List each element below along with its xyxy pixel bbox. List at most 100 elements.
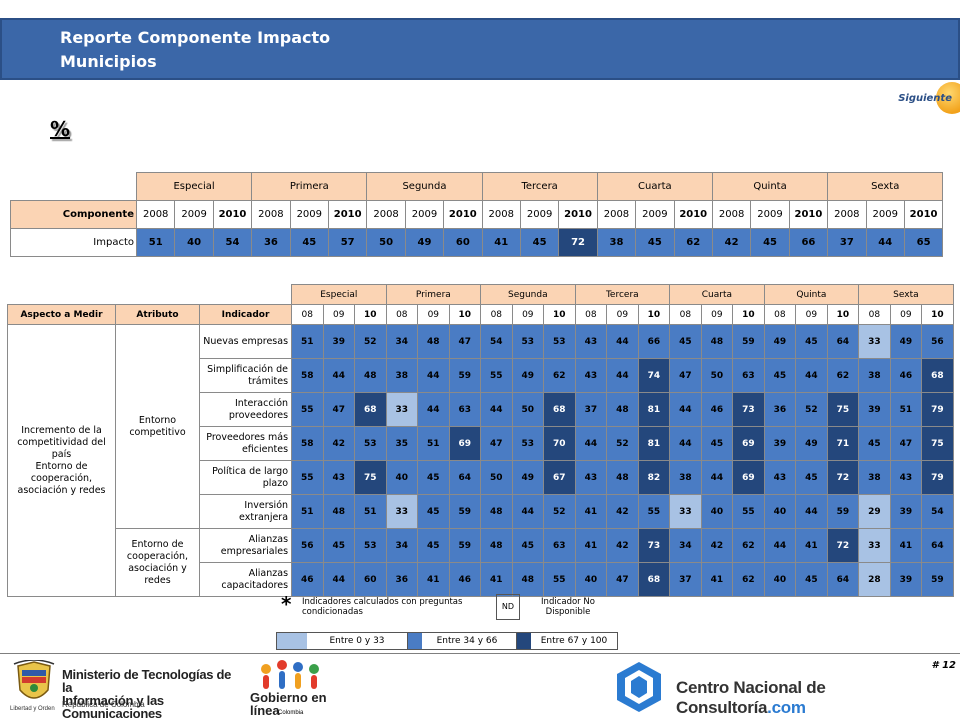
value-cell: 45 — [750, 228, 790, 257]
scale-low-label: Entre 0 y 33 — [329, 636, 385, 646]
value-cell: 51 — [135, 228, 176, 257]
year-header: 2010 — [558, 200, 598, 229]
value-cell: 40 — [763, 562, 797, 597]
row-label: Impacto — [10, 228, 137, 257]
report-subtitle: Municipios — [60, 52, 157, 71]
ministry-name: Ministerio de Tecnologías de la Informac… — [62, 668, 238, 720]
indicator-label: Interacción proveedores — [198, 392, 293, 427]
indicator-row: Entorno de cooperación, asociación y red… — [8, 528, 954, 597]
group-header: Segunda — [366, 172, 483, 201]
value-cell: 41 — [481, 228, 521, 257]
value-cell: 55 — [480, 358, 513, 393]
gobierno-en-linea-logo: Gobierno en línea Colombia — [248, 657, 338, 719]
value-cell: 39 — [322, 324, 356, 359]
value-cell: 45 — [519, 228, 560, 257]
legend-conditional-note: Indicadores calculados con preguntas con… — [302, 597, 463, 617]
value-cell: 51 — [889, 392, 923, 427]
group-header: Tercera — [481, 172, 598, 201]
value-cell: 47 — [606, 562, 639, 597]
value-cell: 53 — [354, 528, 387, 563]
value-cell: 37 — [669, 562, 702, 597]
value-cell: 44 — [763, 528, 797, 563]
value-cell: 44 — [795, 494, 828, 529]
value-cell: 44 — [574, 426, 608, 461]
value-cell: 62 — [673, 228, 713, 257]
value-cell: 56 — [291, 528, 324, 563]
year-header: 10 — [732, 304, 765, 325]
value-cell: 72 — [826, 460, 860, 495]
value-cell: 47 — [669, 358, 702, 393]
value-cell: 44 — [511, 494, 545, 529]
value-cell: 72 — [826, 528, 860, 563]
value-cell: 48 — [480, 494, 513, 529]
people-figures-icon — [261, 660, 319, 689]
value-cell: 48 — [606, 460, 639, 495]
value-cell: 38 — [669, 460, 702, 495]
year-header: 2008 — [135, 200, 176, 229]
coat-of-arms-icon — [13, 660, 55, 699]
corner-cell — [7, 284, 292, 305]
footer-divider — [0, 653, 960, 654]
scale-low-swatch — [277, 633, 307, 649]
value-cell: 44 — [480, 392, 513, 427]
value-cell: 63 — [543, 528, 576, 563]
year-header-row: Componente 2008 2009 2010 2008 2009 2010 2008 20… — [10, 200, 944, 229]
value-cell: 51 — [291, 324, 324, 359]
value-cell: 54 — [921, 494, 954, 529]
value-cell: 52 — [795, 392, 828, 427]
value-cell: 57 — [327, 228, 368, 257]
year-header: 09 — [700, 304, 734, 325]
value-cell: 66 — [788, 228, 829, 257]
group-header: Quinta — [711, 172, 829, 201]
next-button[interactable]: Siguiente — [892, 82, 960, 114]
value-cell: 29 — [858, 494, 891, 529]
value-cell: 46 — [448, 562, 482, 597]
scale-high-swatch — [517, 633, 531, 649]
indicator-label: Política de largo plazo — [198, 460, 293, 495]
indicator-row: Proveedores más eficientes 58 42 53 35 51 69 47… — [8, 426, 954, 461]
value-cell: 42 — [606, 494, 639, 529]
indicator-label: Alianzas empresariales — [198, 528, 293, 563]
value-cell: 39 — [889, 562, 923, 597]
value-cell: 69 — [732, 426, 765, 461]
value-cell: 68 — [543, 392, 576, 427]
value-cell: 45 — [417, 494, 450, 529]
page-number: # 12 — [931, 660, 956, 671]
year-header: 08 — [669, 304, 702, 325]
value-cell: 59 — [921, 562, 954, 597]
value-cell: 55 — [291, 392, 324, 427]
value-cell: 64 — [826, 562, 860, 597]
aspect-cell: Incremento de la competitividad del país… — [7, 324, 116, 597]
value-cell: 41 — [480, 562, 513, 597]
value-cell: 52 — [543, 494, 576, 529]
value-cell: 45 — [511, 528, 545, 563]
year-header: 09 — [606, 304, 639, 325]
value-cell: 48 — [354, 358, 387, 393]
value-cell: 44 — [606, 358, 639, 393]
value-cell: 45 — [635, 228, 675, 257]
value-cell: 36 — [763, 392, 797, 427]
indicator-label: Nuevas empresas — [198, 324, 293, 359]
value-cell: 43 — [763, 460, 797, 495]
value-cell: 65 — [903, 228, 944, 257]
value-cell: 49 — [511, 460, 545, 495]
value-cell: 79 — [921, 460, 954, 495]
value-cell: 46 — [700, 392, 734, 427]
value-cell: 62 — [826, 358, 860, 393]
value-cell: 59 — [448, 494, 482, 529]
value-cell: 34 — [385, 528, 419, 563]
value-cell: 38 — [858, 460, 891, 495]
year-header: 2009 — [865, 200, 905, 229]
value-cell: 41 — [417, 562, 450, 597]
value-cell: 52 — [354, 324, 387, 359]
gel-wordmark: Gobierno en línea — [250, 690, 327, 718]
value-cell: 58 — [291, 426, 324, 461]
value-cell: 45 — [417, 460, 450, 495]
asterisk-icon: * — [281, 592, 292, 616]
year-header: 09 — [417, 304, 450, 325]
report-title: Reporte Componente Impacto — [60, 28, 331, 47]
indicator-row: Simplificación de trámites 58 44 48 38 44 59 55… — [8, 358, 954, 393]
cnc-name: Centro Nacional de Consultoría — [676, 678, 826, 717]
value-cell: 50 — [366, 228, 406, 257]
value-cell: 44 — [669, 392, 702, 427]
